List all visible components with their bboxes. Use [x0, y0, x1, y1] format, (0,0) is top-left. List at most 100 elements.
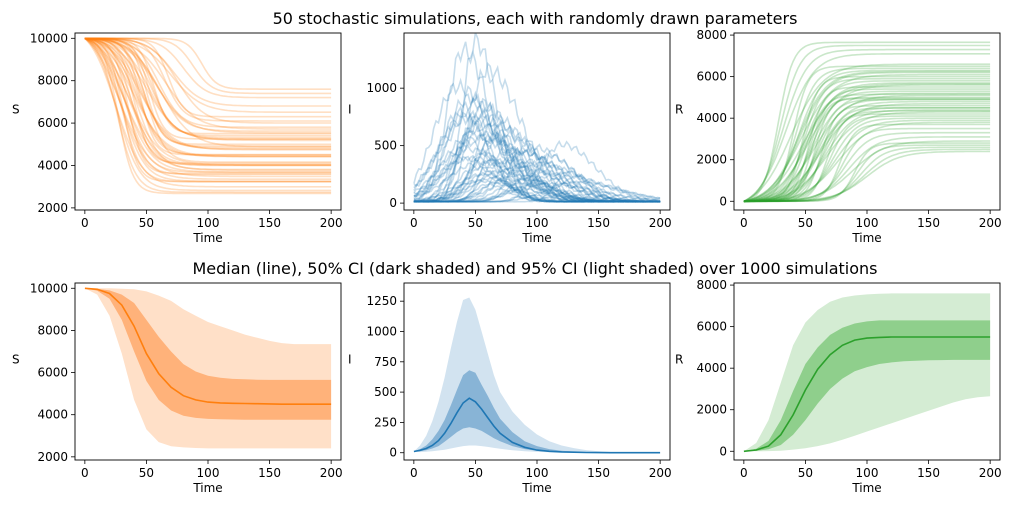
- simulation-line: [743, 98, 991, 203]
- suptitle-top: 50 stochastic simulations, each with ran…: [273, 9, 798, 28]
- simulation-line: [743, 94, 991, 203]
- y-tick-label: 2000: [696, 403, 727, 417]
- simulation-line: [413, 77, 661, 203]
- simulation-line: [743, 67, 991, 203]
- simulation-line: [84, 37, 332, 148]
- median-line: [413, 397, 661, 454]
- y-tick-label: 4000: [37, 158, 68, 172]
- simulation-line: [743, 73, 991, 203]
- simulation-line: [413, 149, 661, 203]
- simulation-line: [84, 37, 332, 132]
- simulation-line: [743, 107, 991, 203]
- x-tick-label: 0: [410, 216, 418, 230]
- simulation-line: [413, 154, 661, 203]
- simulation-line: [743, 97, 991, 203]
- simulation-line: [743, 136, 991, 203]
- simulation-line: [413, 177, 661, 203]
- simulation-line: [84, 37, 332, 140]
- simulation-line: [743, 70, 991, 203]
- x-tick-label: 100: [856, 466, 879, 480]
- x-tick-label: 100: [197, 466, 220, 480]
- simulation-line: [84, 37, 332, 151]
- panel-bottom-left: 0 50 100 150 200 2000 4000 6000 8000 10000 Time S: [12, 281, 343, 495]
- simulation-line: [743, 82, 991, 203]
- simulation-line: [413, 123, 661, 203]
- simulation-line: [84, 37, 332, 135]
- x-tick-label: 100: [526, 466, 549, 480]
- x-tick-label: 200: [649, 466, 672, 480]
- simulation-line: [413, 109, 661, 203]
- simulation-line: [413, 180, 661, 203]
- simulation-line: [413, 119, 661, 203]
- simulation-line: [743, 148, 991, 203]
- series-group: [413, 33, 661, 203]
- simulation-line: [413, 107, 661, 203]
- simulation-line: [743, 93, 991, 203]
- y-tick-label: 1000: [366, 324, 397, 338]
- simulation-line: [413, 137, 661, 203]
- simulation-line: [743, 115, 991, 203]
- simulation-line: [413, 178, 661, 203]
- x-tick-label: 150: [917, 466, 940, 480]
- simulation-line: [743, 110, 991, 203]
- y-tick-label: 4000: [696, 111, 727, 125]
- simulation-line: [84, 37, 332, 180]
- x-axis-label: Time: [851, 481, 881, 495]
- y-axis-label: S: [12, 353, 20, 367]
- simulation-line: [84, 37, 332, 134]
- simulation-line: [413, 182, 661, 203]
- simulation-line: [84, 37, 332, 149]
- y-tick-label: 8000: [696, 278, 727, 292]
- x-tick-label: 200: [320, 466, 343, 480]
- simulation-line: [743, 107, 991, 203]
- series-group: [743, 41, 991, 203]
- simulation-line: [413, 128, 661, 203]
- y-tick-label: 8000: [37, 74, 68, 88]
- simulation-line: [743, 111, 991, 203]
- y-tick-label: 6000: [37, 366, 68, 380]
- simulation-line: [84, 37, 332, 156]
- x-axis-label: Time: [851, 231, 881, 245]
- simulation-line: [743, 63, 991, 203]
- simulation-line: [743, 41, 991, 203]
- x-axis-label: Time: [192, 231, 222, 245]
- x-tick-label: 0: [81, 466, 89, 480]
- simulation-line: [743, 88, 991, 203]
- simulation-line: [413, 132, 661, 203]
- simulation-line: [84, 37, 332, 171]
- suptitle-bottom: Median (line), 50% CI (dark shaded) and …: [192, 259, 877, 278]
- simulation-line: [413, 61, 661, 203]
- x-tick-label: 50: [468, 466, 483, 480]
- simulation-line: [84, 37, 332, 158]
- simulation-line: [413, 139, 661, 203]
- x-tick-label: 150: [587, 216, 610, 230]
- simulation-line: [743, 84, 991, 203]
- simulation-line: [743, 65, 991, 203]
- simulation-line: [743, 113, 991, 203]
- simulation-line: [84, 37, 332, 142]
- x-tick-label: 0: [740, 466, 748, 480]
- simulation-line: [743, 86, 991, 203]
- simulation-line: [413, 173, 661, 203]
- simulation-line: [84, 37, 332, 137]
- simulation-line: [413, 124, 661, 203]
- simulation-line: [84, 37, 332, 163]
- simulation-line: [84, 37, 332, 166]
- simulation-line: [413, 144, 661, 203]
- y-tick-label: 500: [374, 385, 397, 399]
- simulation-line: [84, 37, 332, 118]
- y-tick-label: 0: [719, 194, 727, 208]
- simulation-line: [413, 176, 661, 203]
- y-tick-label: 0: [389, 196, 397, 210]
- simulation-line: [84, 37, 332, 175]
- simulation-line: [84, 37, 332, 164]
- simulation-line: [743, 142, 991, 203]
- x-tick-label: 200: [649, 216, 672, 230]
- simulation-line: [413, 142, 661, 203]
- x-tick-label: 0: [410, 466, 418, 480]
- median-line: [743, 336, 991, 453]
- simulation-line: [743, 98, 991, 203]
